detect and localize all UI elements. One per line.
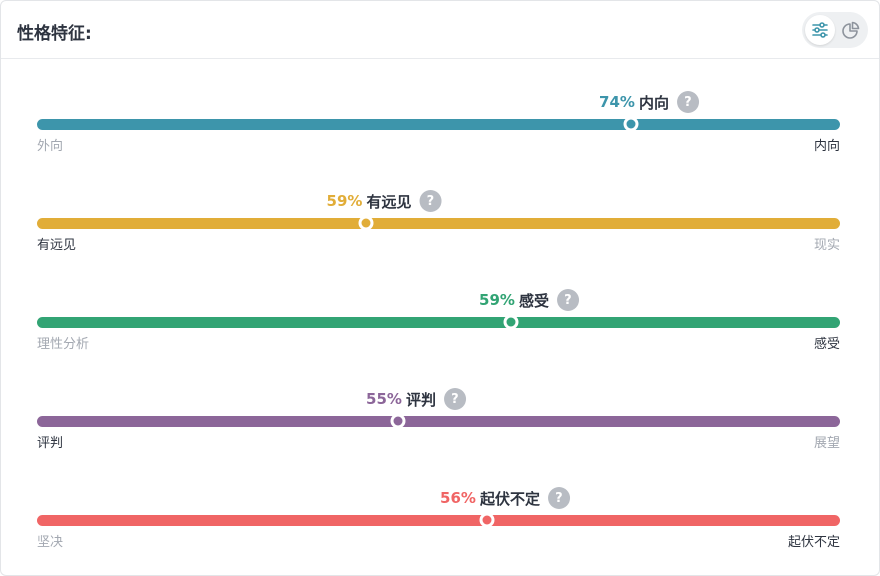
help-icon[interactable]: ? xyxy=(419,190,442,212)
trait-label: 55% 评判? xyxy=(366,387,466,411)
card-title: 性格特征: xyxy=(17,24,92,44)
card-header: 性格特征: xyxy=(1,1,879,59)
help-icon[interactable]: ? xyxy=(547,487,570,509)
left-endpoint-label: 外向 xyxy=(37,139,64,154)
trait-name: 有远见 xyxy=(366,192,412,211)
right-endpoint-label: 内向 xyxy=(813,139,840,154)
left-endpoint-label: 理性分析 xyxy=(37,337,90,352)
left-endpoint-label: 坚决 xyxy=(37,535,64,550)
right-endpoint-label: 感受 xyxy=(813,337,840,352)
trait-row: 59% 有远见? 有远见 现实 xyxy=(37,189,840,269)
help-icon[interactable]: ? xyxy=(676,91,699,113)
trait-percent: 59% xyxy=(479,291,515,309)
trait-bar xyxy=(37,215,840,231)
trait-label: 59% 有远见? xyxy=(327,189,442,213)
trait-name: 评判 xyxy=(405,390,436,409)
trait-name: 感受 xyxy=(518,291,549,310)
right-endpoint-label: 起伏不定 xyxy=(787,535,840,550)
knob-center xyxy=(482,515,492,525)
trait-percent: 56% xyxy=(440,489,476,507)
trait-percent: 59% xyxy=(326,192,363,210)
trait-row: 74% 内向? 外向 内向 xyxy=(37,90,840,170)
trait-bar xyxy=(37,116,840,132)
trait-percent: 55% xyxy=(366,390,402,408)
trait-row: 55% 评判? 评判 展望 xyxy=(37,387,840,467)
knob-center xyxy=(361,218,371,228)
trait-bar xyxy=(37,512,840,528)
sliders-icon xyxy=(812,22,828,38)
trait-label: 56% 起伏不定? xyxy=(440,486,570,510)
view-toggle xyxy=(802,12,868,48)
knob-center xyxy=(393,416,403,426)
right-endpoint-label: 展望 xyxy=(813,436,840,451)
right-endpoint-label: 现实 xyxy=(813,238,840,253)
knob-center xyxy=(506,317,516,327)
trait-label: 59% 感受? xyxy=(479,288,579,312)
trait-row: 56% 起伏不定? 坚决 起伏不定 xyxy=(37,486,840,566)
help-icon[interactable]: ? xyxy=(556,289,579,311)
trait-row: 59% 感受? 理性分析 感受 xyxy=(37,288,840,368)
left-endpoint-label: 评判 xyxy=(37,436,64,451)
sliders-view-button[interactable] xyxy=(805,15,835,45)
trait-name: 起伏不定 xyxy=(479,489,540,508)
help-icon[interactable]: ? xyxy=(443,388,466,410)
pie-chart-icon xyxy=(842,21,860,39)
trait-label: 74% 内向? xyxy=(599,90,699,114)
trait-bar xyxy=(37,314,840,330)
chart-view-button[interactable] xyxy=(836,15,866,45)
knob-center xyxy=(626,119,636,129)
trait-bar xyxy=(37,413,840,429)
trait-percent: 74% xyxy=(599,93,635,111)
trait-name: 内向 xyxy=(638,93,669,112)
left-endpoint-label: 有远见 xyxy=(37,238,77,253)
